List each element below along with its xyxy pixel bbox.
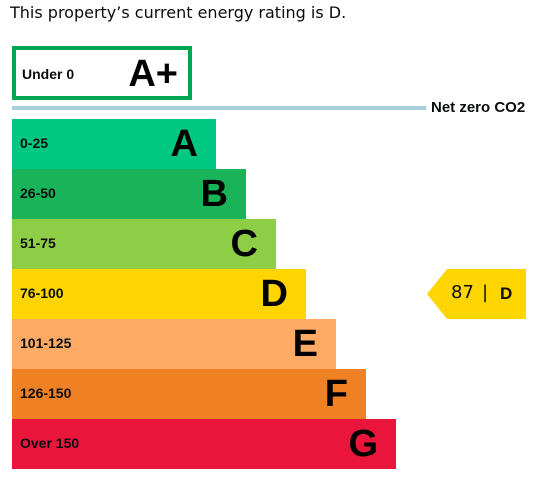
band-b: 26-50 B [12,169,246,219]
band-aplus: Under 0 A+ [12,46,192,100]
band-range-label: 126-150 [20,385,72,401]
band-letter: F [324,373,348,415]
band-letter: G [348,423,378,465]
band-d: 76-100 D [12,269,306,319]
band-range-label: 51-75 [20,235,56,251]
current-rating-marker: 87 | D [427,269,526,319]
band-letter: B [200,173,228,215]
net-zero-line [12,106,426,110]
band-c: 51-75 C [12,219,276,269]
band-letter: A [170,123,198,165]
net-zero-label: Net zero CO2 [431,99,526,116]
energy-rating-summary: This property’s current energy rating is… [10,3,347,22]
band-letter: A+ [128,53,178,95]
band-letter: C [230,223,258,265]
band-range-label: 76-100 [20,285,64,301]
band-range-label: Over 150 [20,435,80,451]
current-rating-separator: | [482,282,489,303]
band-f: 126-150 F [12,369,366,419]
current-rating-arrow [427,269,526,319]
band-range-label: 0-25 [20,135,49,151]
band-e: 101-125 E [12,319,336,369]
current-rating-letter: D [500,284,513,303]
band-range-label: 26-50 [20,185,56,201]
band-range-label: Under 0 [22,66,75,82]
band-letter: D [260,273,288,315]
band-g: Over 150 G [12,419,396,469]
band-a: 0-25 A [12,119,216,169]
band-range-label: 101-125 [20,335,72,351]
current-rating-score: 87 [451,282,474,303]
band-letter: E [292,323,318,365]
